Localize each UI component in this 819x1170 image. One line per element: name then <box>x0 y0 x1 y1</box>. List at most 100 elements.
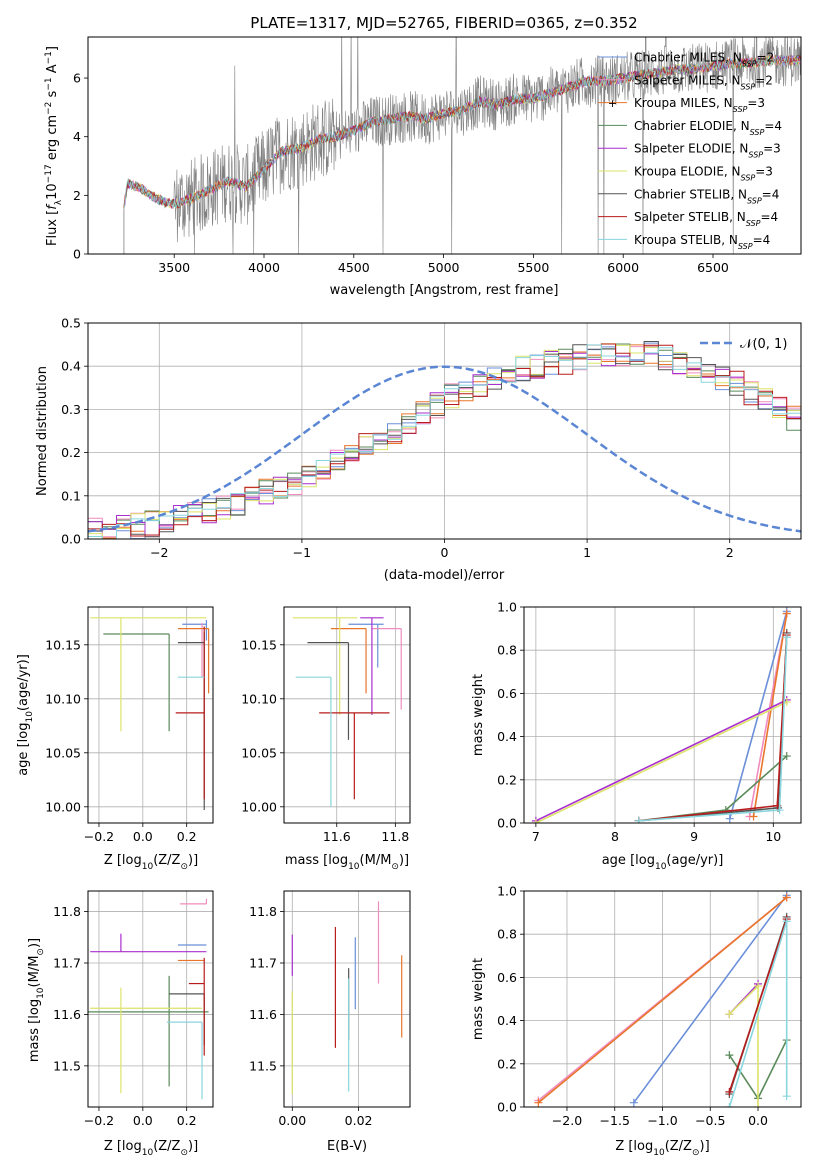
label-part: Z [log <box>104 853 142 868</box>
series-marker <box>754 982 763 991</box>
series-marker <box>749 812 758 821</box>
x-tick-label: 11.6 <box>323 829 351 844</box>
axes-frame <box>87 36 802 255</box>
x-axis-label: Z [log10(Z/Z⊙)] <box>104 853 198 872</box>
legend-text: Kroupa MILES, N <box>634 96 733 110</box>
legend-n: =4 <box>764 119 782 133</box>
label-part: 10 <box>36 987 46 999</box>
legend-n: =3 <box>755 165 773 179</box>
y-tick-label: 0.5 <box>61 316 81 331</box>
panel-age_vs_Z: −0.2 0.0 0.2 10.00 10.05 10.10 10.15 <box>45 606 214 844</box>
y-tick-label: 10.00 <box>241 799 277 814</box>
axes-frame <box>87 322 802 540</box>
y-axis-label: mass weight <box>471 674 486 756</box>
label-part: s <box>45 90 60 101</box>
series-line-2 <box>537 896 788 1104</box>
x-axis-label: wavelength [Angstrom, rest frame] <box>330 283 559 298</box>
model-line-8 <box>123 55 801 211</box>
hist-step-8 <box>88 344 801 539</box>
series-line-0 <box>633 894 788 1104</box>
panel-age_vs_mass: 11.6 11.8 10.00 10.05 10.10 10.15 <box>241 606 411 844</box>
legend-n: =3 <box>763 142 781 156</box>
legend-label: Salpeter ELODIE, NSSP=3 <box>634 142 781 160</box>
series-line-4 <box>535 699 788 822</box>
y-tick-label: 11.7 <box>53 956 81 971</box>
label-part: 10 <box>655 862 667 872</box>
label-part: f <box>45 203 60 210</box>
label-part: (age/yr)] <box>666 853 723 868</box>
label-part: (Z/Z <box>665 1139 692 1154</box>
label-part: )] <box>188 853 198 868</box>
y-tick-label: 10.15 <box>45 637 81 652</box>
series-line-6 <box>638 632 788 822</box>
series-marker <box>725 1087 734 1096</box>
legend-label: Kroupa MILES, NSSP=3 <box>634 96 765 114</box>
y-tick-label: 0.0 <box>497 1100 517 1115</box>
x-tick-label: 2 <box>726 545 734 560</box>
label-part: (M/M <box>360 853 392 868</box>
x-axis-label: mass [log10(M/M⊙)] <box>285 853 409 872</box>
y-axis-label: age [log10(age/yr)] <box>16 654 35 776</box>
legend-label: Salpeter STELIB, NSSP=4 <box>634 210 778 228</box>
legend-text: Chabrier ELODIE, N <box>634 119 750 133</box>
label-part: ⊙ <box>36 948 46 956</box>
legend-label: Chabrier ELODIE, NSSP=4 <box>634 119 782 137</box>
series-marker <box>534 1098 543 1107</box>
label-part: ⊙ <box>692 1148 700 1158</box>
legend-label: Kroupa STELIB, NSSP=4 <box>634 233 770 251</box>
x-tick-label: −0.2 <box>84 1113 114 1128</box>
y-tick-label: 1.0 <box>497 884 517 899</box>
label-part: )] <box>399 853 409 868</box>
axes-frame <box>523 890 802 1108</box>
panel-mass_vs_ebv: 0.00 0.02 11.5 11.6 11.7 11.8 <box>249 890 411 1128</box>
y-tick-label: 0 <box>73 247 81 262</box>
series-marker <box>782 633 791 642</box>
series-marker <box>725 1103 734 1107</box>
x-axis-label: (data-model)/error <box>384 568 505 583</box>
y-tick-label: 0.4 <box>497 729 517 744</box>
x-tick-label: 6500 <box>697 260 729 275</box>
series-marker <box>782 917 791 926</box>
legend-n: =2 <box>755 73 773 87</box>
y-tick-label: 10.10 <box>241 691 277 706</box>
y-tick-label: 11.6 <box>249 1007 277 1022</box>
y-tick-label: 0.8 <box>497 643 517 658</box>
series-marker <box>531 819 540 823</box>
x-tick-label: −0.2 <box>84 829 114 844</box>
x-axis-label: Z [log10(Z/Z⊙)] <box>104 1139 198 1158</box>
x-axis-label: E(B-V) <box>327 1139 367 1154</box>
label-part: )] <box>188 1139 198 1154</box>
y-tick-label: 11.8 <box>249 904 277 919</box>
series-line-5 <box>535 701 788 823</box>
label-part: age [log <box>16 723 31 776</box>
y-tick-label: 11.6 <box>53 1007 81 1022</box>
x-tick-label: 4000 <box>248 260 280 275</box>
y-tick-label: 10.15 <box>241 637 277 652</box>
label-part: Z [log <box>615 1139 653 1154</box>
legend-text: Chabrier MILES, N <box>634 51 742 65</box>
y-tick-label: 0.8 <box>497 927 517 942</box>
model-line-3 <box>123 54 801 209</box>
series-marker <box>725 1051 734 1060</box>
label-part: Flux [ <box>45 210 60 246</box>
hist-step-5 <box>88 343 801 539</box>
x-tick-label: 1 <box>583 545 591 560</box>
series-marker <box>782 609 791 618</box>
y-axis-label: Normed distribution <box>35 366 50 496</box>
y-tick-label: 0.2 <box>61 445 81 460</box>
legend-n: =4 <box>753 233 771 247</box>
panel-mass_vs_Z: −0.2 0.0 0.2 11.5 11.6 11.7 11.8 <box>53 890 214 1128</box>
series-marker <box>782 893 791 902</box>
label-part: ⊙ <box>180 1148 188 1158</box>
x-tick-label: 5500 <box>517 260 549 275</box>
legend-sub: SSP <box>741 173 756 182</box>
legend-sub: SSP <box>746 219 761 228</box>
x-tick-label: 8 <box>611 829 619 844</box>
legend-label: Kroupa ELODIE, NSSP=3 <box>634 165 773 183</box>
legend-label: 𝒩(0, 1) <box>740 337 787 352</box>
legend-sub: SSP <box>742 59 757 68</box>
x-tick-label: 0.2 <box>177 1113 197 1128</box>
x-tick-label: 3500 <box>158 260 190 275</box>
